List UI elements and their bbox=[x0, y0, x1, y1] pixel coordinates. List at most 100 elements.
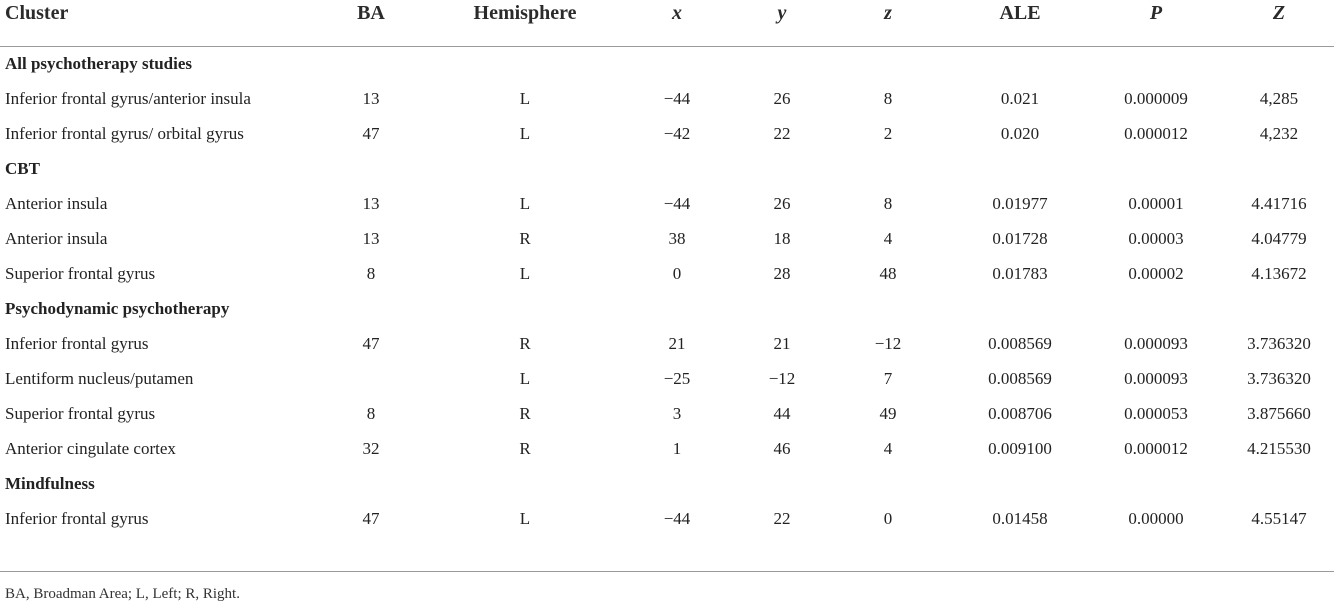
group-title: All psychotherapy studies bbox=[5, 53, 193, 73]
cell-hemisphere: L bbox=[519, 193, 531, 213]
cell-y: −12 bbox=[768, 368, 796, 388]
table-spacer bbox=[0, 536, 1334, 571]
cell-x: 1 bbox=[672, 438, 682, 458]
cell-y: 22 bbox=[773, 123, 791, 143]
table-bottom-rule bbox=[0, 571, 1334, 572]
table-row: Inferior frontal gyrus 47 L −44 22 0 0.01458 0.… bbox=[0, 501, 1334, 536]
cell-y: 18 bbox=[773, 228, 791, 248]
cell-p: 0.00003 bbox=[1128, 228, 1184, 248]
group-header-row: Mindfulness bbox=[0, 466, 1334, 501]
cell-cluster: Anterior insula bbox=[5, 228, 108, 248]
results-table: Cluster BA Hemisphere x y z ALE P Z All … bbox=[0, 0, 1334, 571]
cell-z: 4 bbox=[883, 228, 893, 248]
cell-z: 0 bbox=[883, 508, 893, 528]
cell-hemisphere: L bbox=[519, 123, 531, 143]
cell-p: 0.000012 bbox=[1124, 438, 1188, 458]
cell-p: 0.000009 bbox=[1124, 88, 1188, 108]
cell-ba: 8 bbox=[366, 403, 376, 423]
cell-z-score: 3.875660 bbox=[1247, 403, 1311, 423]
cell-p: 0.000012 bbox=[1124, 123, 1188, 143]
cell-y: 21 bbox=[773, 333, 791, 353]
cell-y: 22 bbox=[773, 508, 791, 528]
cell-x: −25 bbox=[663, 368, 691, 388]
cell-cluster: Superior frontal gyrus bbox=[5, 263, 156, 283]
cell-hemisphere: R bbox=[519, 333, 531, 353]
header-z: z bbox=[824, 0, 952, 47]
header-y: y bbox=[740, 0, 824, 47]
group-title: Psychodynamic psychotherapy bbox=[5, 298, 230, 318]
cell-x: 21 bbox=[668, 333, 686, 353]
cell-ba: 32 bbox=[362, 438, 380, 458]
cell-p: 0.000093 bbox=[1124, 368, 1188, 388]
cell-x: 0 bbox=[672, 263, 682, 283]
cell-cluster: Inferior frontal gyrus/ orbital gyrus bbox=[5, 123, 244, 143]
cell-z: 2 bbox=[883, 123, 893, 143]
cell-z: −12 bbox=[874, 333, 902, 353]
table-row: Inferior frontal gyrus/anterior insula 13… bbox=[0, 81, 1334, 116]
cell-z-score: 4.04779 bbox=[1251, 228, 1307, 248]
cell-z-score: 4.41716 bbox=[1251, 193, 1307, 213]
group-header-row: All psychotherapy studies bbox=[0, 46, 1334, 81]
cell-z-score: 3.736320 bbox=[1247, 333, 1311, 353]
cell-hemisphere: L bbox=[519, 88, 531, 108]
cell-ale: 0.01783 bbox=[992, 263, 1048, 283]
cell-y: 26 bbox=[773, 88, 791, 108]
cell-hemisphere: R bbox=[519, 438, 531, 458]
cell-p: 0.00001 bbox=[1128, 193, 1184, 213]
cell-hemisphere: L bbox=[519, 263, 531, 283]
cell-y: 44 bbox=[773, 403, 791, 423]
cell-z: 4 bbox=[883, 438, 893, 458]
cell-x: −42 bbox=[663, 123, 691, 143]
cell-z-score: 4.55147 bbox=[1251, 508, 1307, 528]
header-x: x bbox=[614, 0, 740, 47]
cell-p: 0.00000 bbox=[1128, 508, 1184, 528]
cell-cluster: Anterior cingulate cortex bbox=[5, 438, 176, 458]
table-row: Inferior frontal gyrus/ orbital gyrus 47 L… bbox=[0, 116, 1334, 151]
cell-ale: 0.008706 bbox=[988, 403, 1052, 423]
header-z-score: Z bbox=[1224, 0, 1334, 47]
table-row: Lentiform nucleus/putamen L −25 −12 7 0.00856… bbox=[0, 361, 1334, 396]
group-header-row: Psychodynamic psychotherapy bbox=[0, 291, 1334, 326]
cell-x: 38 bbox=[668, 228, 686, 248]
cell-z: 48 bbox=[879, 263, 897, 283]
cell-z-score: 4.13672 bbox=[1251, 263, 1307, 283]
cell-x: −44 bbox=[663, 193, 691, 213]
table-row: Anterior insula 13 L −44 26 8 0.01977 0.00001 4.… bbox=[0, 186, 1334, 221]
cell-y: 46 bbox=[773, 438, 791, 458]
cell-z-score: 4,232 bbox=[1259, 123, 1299, 143]
cell-ale: 0.01458 bbox=[992, 508, 1048, 528]
table-row: Superior frontal gyrus 8 R 3 44 49 0.008706 0.0… bbox=[0, 396, 1334, 431]
cell-z: 49 bbox=[879, 403, 897, 423]
cell-ba: 47 bbox=[362, 333, 380, 353]
cell-ale: 0.021 bbox=[1000, 88, 1040, 108]
cell-hemisphere: R bbox=[519, 228, 531, 248]
cell-x: −44 bbox=[663, 508, 691, 528]
cell-ba: 47 bbox=[362, 508, 380, 528]
table-spacer-cell bbox=[0, 536, 1334, 571]
group-title: CBT bbox=[5, 158, 40, 178]
header-cluster: Cluster bbox=[0, 0, 306, 47]
cell-cluster: Lentiform nucleus/putamen bbox=[5, 368, 194, 388]
cell-z-score: 3.736320 bbox=[1247, 368, 1311, 388]
cell-ale: 0.008569 bbox=[988, 333, 1052, 353]
header-ale: ALE bbox=[952, 0, 1088, 47]
cell-cluster: Inferior frontal gyrus bbox=[5, 333, 149, 353]
cell-p: 0.00002 bbox=[1128, 263, 1184, 283]
cell-z-score: 4,285 bbox=[1259, 88, 1299, 108]
cell-cluster: Anterior insula bbox=[5, 193, 108, 213]
cell-cluster: Inferior frontal gyrus/anterior insula bbox=[5, 88, 251, 108]
cell-z-score: 4.215530 bbox=[1247, 438, 1311, 458]
cell-y: 26 bbox=[773, 193, 791, 213]
cell-p: 0.000093 bbox=[1124, 333, 1188, 353]
header-row: Cluster BA Hemisphere x y z ALE P Z bbox=[0, 0, 1334, 47]
cell-ba: 8 bbox=[366, 263, 376, 283]
cell-ale: 0.009100 bbox=[988, 438, 1052, 458]
cell-hemisphere: L bbox=[519, 368, 531, 388]
table-row: Inferior frontal gyrus 47 R 21 21 −12 0.008569… bbox=[0, 326, 1334, 361]
cell-x: 3 bbox=[672, 403, 682, 423]
header-hemisphere: Hemisphere bbox=[436, 0, 614, 47]
cell-y: 28 bbox=[773, 263, 791, 283]
group-title: Mindfulness bbox=[5, 473, 95, 493]
cell-ba: 13 bbox=[362, 228, 380, 248]
